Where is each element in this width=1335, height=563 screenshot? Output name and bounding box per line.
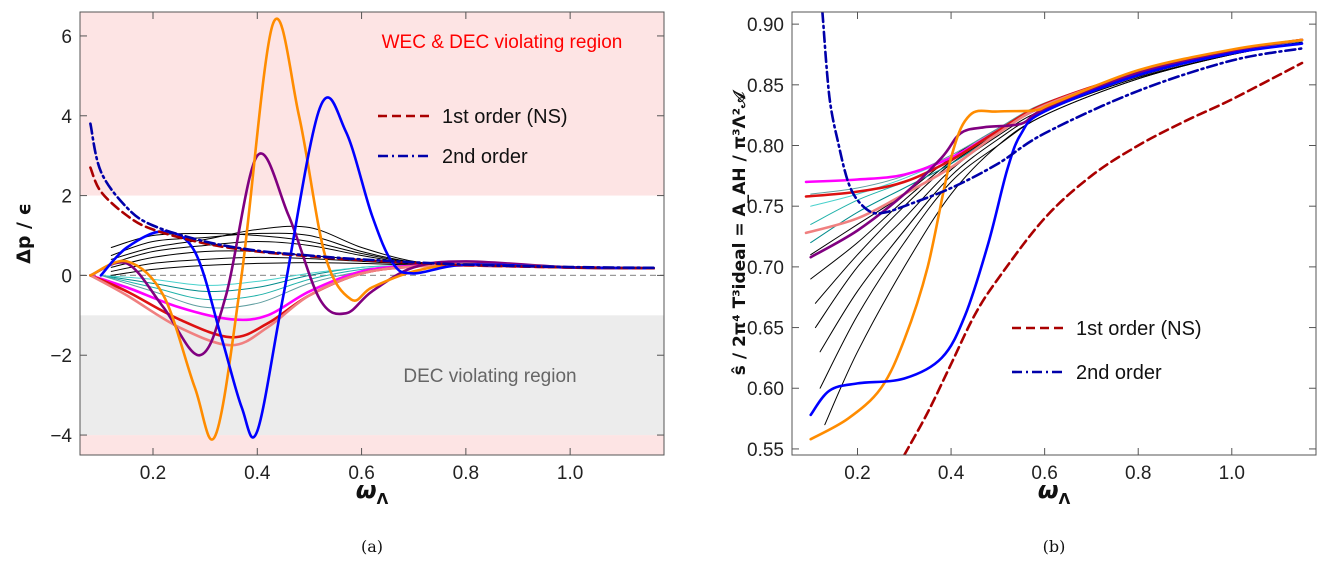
region-label: WEC & DEC violating region bbox=[382, 32, 623, 53]
y-tick-label: 0.75 bbox=[747, 197, 784, 218]
series-line bbox=[810, 40, 1303, 280]
x-axis-label: ωΛ bbox=[1038, 476, 1071, 508]
chart-panel-b: 0.2 0.4 0.6 0.8 1.0 0.55 0.60 0.65 0.70 0.75 0.80 0… bbox=[730, 11, 1317, 556]
series-line bbox=[810, 40, 1303, 195]
chart-panel-a: 0.2 0.4 0.6 0.8 1.0 −4 −2 0 2 4 6 WEC & DEC violati… bbox=[13, 11, 665, 556]
y-tick-label: 0.70 bbox=[747, 258, 784, 279]
series-line bbox=[821, 12, 1304, 215]
y-tick-label: −4 bbox=[50, 426, 72, 447]
y-tick-label: 0.90 bbox=[747, 15, 784, 36]
y-tick-label: 0.85 bbox=[747, 76, 784, 97]
x-axis-label: ωΛ bbox=[356, 476, 389, 508]
shaded-region bbox=[80, 12, 664, 196]
series-line bbox=[810, 40, 1303, 256]
x-tick-label: 0.6 bbox=[1031, 463, 1057, 484]
y-tick-label: 4 bbox=[61, 107, 72, 128]
plot-frame bbox=[79, 11, 665, 456]
legend-label: 1st order (NS) bbox=[1076, 318, 1202, 340]
y-tick-label: 2 bbox=[61, 187, 72, 208]
legend-label: 2nd order bbox=[1076, 362, 1162, 384]
series-line bbox=[809, 38, 1304, 259]
region-label: DEC violating region bbox=[403, 366, 576, 387]
y-tick-label: 0.80 bbox=[747, 137, 784, 158]
series-line bbox=[814, 41, 1303, 304]
x-tick-label: 0.2 bbox=[844, 463, 870, 484]
x-tick-label: 0.4 bbox=[938, 463, 965, 484]
legend-label: 1st order (NS) bbox=[442, 106, 568, 128]
series-line bbox=[809, 38, 1304, 441]
series-group bbox=[89, 17, 655, 441]
series-group bbox=[804, 12, 1304, 455]
x-tick-label: 0.4 bbox=[244, 463, 271, 484]
y-axis-label: Δp / ϵ bbox=[13, 203, 35, 264]
series-line bbox=[804, 38, 1304, 235]
shaded-region bbox=[80, 435, 664, 455]
x-tick-label: 1.0 bbox=[1219, 463, 1245, 484]
series-line bbox=[819, 41, 1303, 353]
series-line bbox=[903, 61, 1304, 455]
x-tick-label: 0.6 bbox=[348, 463, 374, 484]
series-line bbox=[89, 122, 655, 270]
plot-frame bbox=[791, 11, 1317, 456]
series-line bbox=[809, 42, 1304, 417]
y-axis-label: ŝ / 2π⁴ T³ideal = A_AH / π³Λ²𝒜 bbox=[730, 89, 750, 375]
panel-caption: (a) bbox=[361, 537, 383, 556]
series-line bbox=[819, 41, 1303, 389]
y-tick-label: −2 bbox=[50, 346, 72, 367]
panel-caption: (b) bbox=[1043, 537, 1066, 556]
x-tick-label: 0.2 bbox=[140, 463, 166, 484]
x-tick-label: 0.8 bbox=[1125, 463, 1151, 484]
y-tick-label: 0.65 bbox=[747, 319, 784, 340]
series-line bbox=[99, 96, 655, 439]
y-tick-label: 6 bbox=[61, 27, 72, 48]
y-tick-label: 0.60 bbox=[747, 379, 784, 400]
y-tick-label: 0.55 bbox=[747, 440, 784, 461]
series-line bbox=[810, 40, 1303, 225]
x-tick-label: 1.0 bbox=[557, 463, 583, 484]
legend-label: 2nd order bbox=[442, 146, 528, 168]
y-tick-label: 0 bbox=[61, 266, 72, 287]
series-line bbox=[804, 38, 1304, 198]
x-tick-label: 0.8 bbox=[453, 463, 479, 484]
